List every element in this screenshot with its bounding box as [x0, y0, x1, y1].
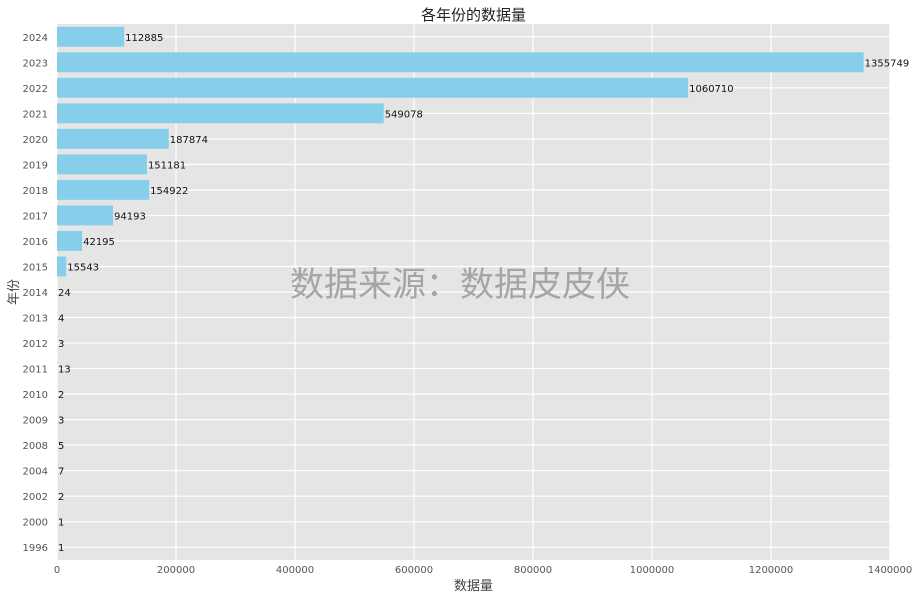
x-axis-label: 数据量	[454, 579, 493, 594]
bar-value-label: 2	[58, 390, 64, 401]
y-tick-label: 2024	[23, 33, 48, 44]
bar	[57, 77, 689, 98]
bar	[57, 256, 67, 277]
bar-value-label: 15543	[67, 262, 99, 273]
x-tick-label: 1200000	[749, 565, 794, 576]
x-tick-label: 800000	[514, 565, 552, 576]
bar-value-label: 2	[58, 492, 64, 503]
y-tick-label: 2010	[23, 390, 48, 401]
bar	[57, 179, 150, 200]
bar	[57, 230, 83, 251]
bar	[57, 128, 169, 149]
bar-value-label: 94193	[114, 211, 146, 222]
y-tick-label: 2011	[23, 365, 48, 376]
bar	[57, 205, 114, 226]
y-tick-label: 2021	[23, 109, 48, 120]
x-tick-label: 400000	[276, 565, 314, 576]
bar-value-label: 3	[58, 416, 64, 427]
bar-value-label: 13	[58, 365, 71, 376]
y-tick-label: 2002	[23, 492, 48, 503]
x-tick-label: 1400000	[868, 565, 913, 576]
y-tick-label: 2008	[23, 441, 48, 452]
bar-value-label: 7	[58, 467, 64, 478]
y-tick-label: 2012	[23, 339, 48, 350]
y-tick-label: 2000	[23, 518, 48, 529]
y-tick-label: 2016	[23, 237, 48, 248]
bar	[57, 52, 864, 73]
y-tick-label: 2023	[23, 58, 48, 69]
y-tick-label: 2019	[23, 160, 48, 171]
y-tick-label: 2017	[23, 211, 48, 222]
bar-value-labels: 1 1 2 7 5 3 2 13 3 4 24 15543 42195 94193 154922 151181…	[58, 33, 909, 554]
y-tick-label: 2009	[23, 416, 48, 427]
bar-value-label: 1	[58, 543, 64, 554]
bar	[57, 154, 147, 175]
bar-value-label: 5	[58, 441, 64, 452]
y-tick-label: 2020	[23, 135, 48, 146]
bar-value-label: 4	[58, 314, 64, 325]
y-tick-label: 2014	[23, 288, 48, 299]
bars	[57, 26, 864, 558]
y-tick-label: 2018	[23, 186, 48, 197]
bar-value-label: 1355749	[865, 58, 910, 69]
bar-value-label: 549078	[385, 109, 423, 120]
x-tick-labels: 0 200000 400000 600000 800000 1000000 1200000 1…	[54, 565, 912, 576]
y-tick-label: 2022	[23, 84, 48, 95]
bar-value-label: 154922	[150, 186, 188, 197]
bar-value-label: 24	[58, 288, 71, 299]
bar	[57, 26, 125, 47]
x-tick-label: 200000	[157, 565, 195, 576]
x-tick-label: 600000	[395, 565, 433, 576]
bar	[57, 103, 384, 124]
y-tick-label: 2015	[23, 262, 48, 273]
y-tick-label: 2013	[23, 314, 48, 325]
y-tick-label: 1996	[23, 543, 48, 554]
y-axis-label: 年份	[7, 279, 22, 305]
bar-value-label: 187874	[170, 135, 208, 146]
bar-value-label: 151181	[148, 160, 186, 171]
watermark: 数据来源：数据皮皮侠	[290, 265, 630, 305]
x-tick-label: 0	[54, 565, 60, 576]
bar-value-label: 3	[58, 339, 64, 350]
bar-value-label: 1060710	[689, 84, 734, 95]
y-tick-labels: 1996 2000 2002 2004 2008 2009 2010 2011 2012 2013…	[23, 33, 48, 554]
bar-value-label: 1	[58, 518, 64, 529]
bar-value-label: 112885	[125, 33, 163, 44]
y-tick-label: 2004	[23, 467, 48, 478]
x-tick-label: 1000000	[630, 565, 675, 576]
bar-value-label: 42195	[83, 237, 115, 248]
chart-title: 各年份的数据量	[421, 6, 526, 24]
